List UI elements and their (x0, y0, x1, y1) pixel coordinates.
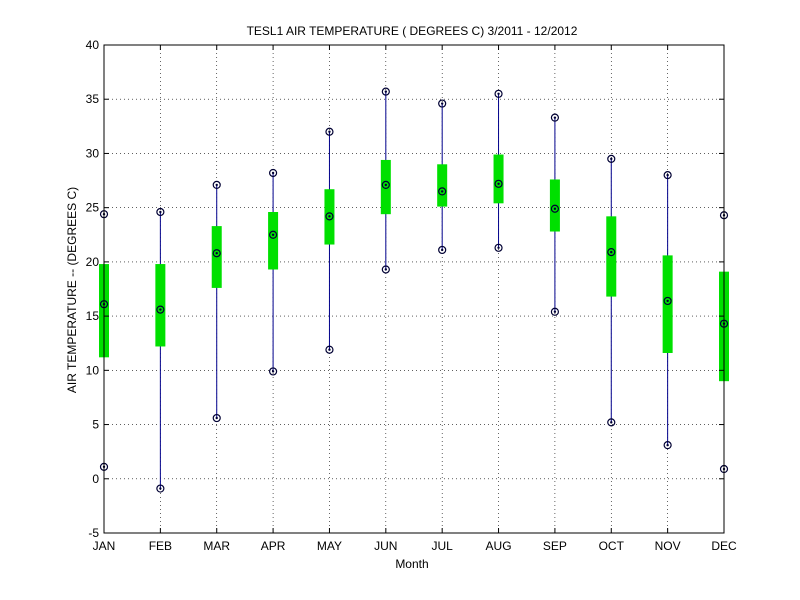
box-feb (155, 264, 166, 347)
min-marker-jul (438, 245, 447, 255)
min-marker-apr (268, 367, 278, 376)
max-marker-apr (268, 168, 278, 178)
x-tick-label: MAY (317, 539, 342, 553)
min-marker-mar (212, 413, 221, 423)
max-marker-jun (381, 87, 390, 96)
y-tick-label: 30 (86, 146, 100, 160)
x-axis-label: Month (395, 557, 428, 571)
min-marker-aug (494, 243, 503, 252)
box-aug (493, 154, 504, 204)
median-marker-dot-may (328, 215, 331, 218)
max-marker-dot-oct (610, 157, 613, 161)
min-marker-sep (550, 307, 560, 316)
box-jul (437, 164, 448, 207)
median-marker-nov (663, 296, 672, 306)
x-tick-label: MAR (203, 539, 230, 553)
x-tick-label: APR (261, 539, 286, 553)
y-tick-label: 0 (92, 472, 99, 486)
median-marker-oct (607, 248, 616, 257)
median-marker-jun (381, 180, 390, 189)
max-marker-may (325, 127, 334, 136)
min-marker-dot-oct (610, 421, 613, 424)
min-marker-feb (156, 484, 165, 493)
plot-frame (103, 44, 725, 534)
x-tick-label: JAN (93, 539, 116, 553)
min-marker-dot-sep (553, 310, 557, 313)
y-tick-label: -5 (88, 526, 99, 540)
max-marker-dot-aug (497, 92, 500, 96)
y-tick-label: 15 (86, 309, 100, 323)
median-marker-dot-apr (271, 233, 275, 236)
y-axis-label: AIR TEMPERATURE -- (DEGREES C) (65, 187, 79, 393)
max-marker-nov (663, 171, 672, 180)
max-marker-aug (494, 89, 503, 98)
max-marker-dot-feb (159, 210, 162, 214)
median-marker-dot-nov (666, 299, 669, 303)
y-tick-label: 40 (86, 38, 100, 52)
max-marker-oct (607, 154, 616, 163)
x-tick-label: AUG (486, 539, 512, 553)
min-marker-nov (663, 441, 672, 450)
box-apr (268, 212, 279, 270)
y-tick-label: 20 (86, 255, 100, 269)
max-marker-dot-may (328, 130, 331, 133)
median-marker-feb (156, 305, 165, 314)
x-tick-label: JUN (374, 539, 397, 553)
max-marker-jul (438, 99, 447, 108)
x-tick-label: OCT (599, 539, 625, 553)
median-marker-dot-feb (159, 308, 162, 311)
median-marker-dot-jun (384, 183, 388, 187)
median-marker-dot-oct (610, 250, 613, 254)
box-jun (380, 159, 391, 215)
y-tick-label: 35 (86, 92, 100, 106)
max-marker-dot-mar (215, 183, 218, 187)
median-marker-aug (494, 179, 503, 188)
min-marker-dot-jul (440, 248, 444, 252)
min-marker-dot-jun (384, 268, 388, 271)
median-marker-dot-sep (553, 207, 557, 210)
min-marker-oct (607, 418, 616, 427)
median-marker-jul (438, 187, 447, 196)
median-marker-dot-mar (215, 252, 218, 255)
max-marker-dot-jun (384, 90, 388, 93)
min-marker-dot-mar (215, 416, 218, 420)
y-tick-label: 5 (92, 418, 99, 432)
x-tick-label: DEC (711, 539, 737, 553)
median-marker-dot-aug (497, 182, 500, 186)
max-marker-sep (550, 113, 560, 122)
x-tick-label: FEB (149, 539, 172, 553)
min-marker-dot-aug (497, 246, 500, 249)
median-marker-may (325, 212, 334, 221)
median-marker-sep (550, 204, 560, 213)
min-marker-dot-apr (271, 370, 275, 373)
median-marker-dot-jul (440, 190, 444, 193)
max-marker-dot-apr (271, 171, 275, 175)
x-tick-label: SEP (543, 539, 567, 553)
max-marker-dot-nov (666, 173, 669, 177)
min-marker-may (325, 345, 334, 354)
max-marker-dot-jul (440, 102, 444, 105)
median-marker-apr (268, 230, 278, 239)
min-marker-dot-nov (666, 443, 669, 447)
x-tick-label: NOV (655, 539, 681, 553)
min-marker-dot-may (328, 348, 331, 351)
max-marker-feb (156, 207, 165, 217)
median-marker-mar (212, 249, 221, 258)
x-tick-label: JUL (432, 539, 454, 553)
axis-ticks: -5 0 5 10 15 20 25 30 35 40 JAN FEB MAR APR MAY JUN JUL A… (86, 38, 737, 553)
max-marker-mar (212, 180, 221, 189)
chart-title: TESL1 AIR TEMPERATURE ( DEGREES C) 3/201… (247, 24, 578, 38)
max-marker-dot-sep (553, 116, 557, 119)
y-tick-label: 25 (86, 201, 100, 215)
box-marks (99, 87, 729, 493)
grid-lines (104, 45, 724, 533)
y-tick-label: 10 (86, 363, 100, 377)
box-oct (606, 216, 617, 297)
min-marker-jun (381, 265, 390, 274)
min-marker-dot-feb (159, 487, 162, 490)
